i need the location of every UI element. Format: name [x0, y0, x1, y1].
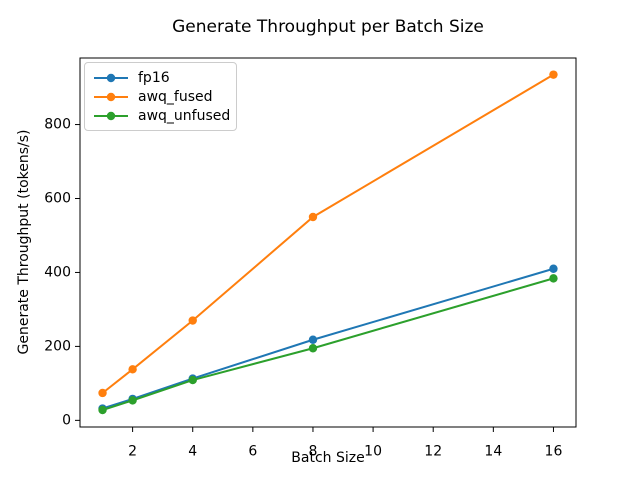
x-tick-label: 14 — [484, 444, 502, 460]
axes-spines — [79, 57, 577, 428]
data-point-awq_unfused — [308, 344, 318, 353]
legend-label: fp16 — [138, 69, 170, 86]
series-line-awq_unfused — [101, 277, 555, 411]
data-point-awq_fused — [128, 365, 137, 374]
x-tick-label: 10 — [364, 444, 382, 460]
y-tick-label: 400 — [44, 264, 71, 280]
y-tick-label: 800 — [44, 117, 71, 133]
legend-label: awq_fused — [138, 88, 213, 105]
y-tick-label: 200 — [44, 338, 71, 354]
data-point-awq_fused — [188, 316, 197, 325]
x-tick-label: 8 — [309, 444, 318, 460]
x-tick-label: 4 — [188, 444, 197, 460]
chart-title: Generate Throughput per Batch Size — [172, 17, 484, 37]
legend-item-fp16: fp16 — [94, 68, 226, 87]
x-tick-label: 16 — [545, 444, 563, 460]
data-point-awq_fused — [549, 70, 558, 79]
data-point-awq_unfused — [188, 375, 197, 385]
legend-line-marker-icon — [94, 73, 128, 82]
data-point-fp16 — [308, 335, 318, 344]
data-point-awq_fused — [98, 388, 107, 398]
y-tick-label: 600 — [44, 191, 71, 207]
x-tick-label: 2 — [128, 444, 137, 460]
y-tick-label: 0 — [62, 412, 71, 428]
data-point-awq_fused — [308, 212, 318, 222]
legend-label: awq_unfused — [138, 107, 231, 124]
data-point-awq_unfused — [128, 396, 137, 405]
x-tick-label: 12 — [424, 444, 442, 460]
x-axis-label: Batch Size — [291, 450, 365, 466]
data-point-fp16 — [549, 264, 558, 273]
legend-line-marker-icon — [94, 92, 128, 101]
x-tick-label: 6 — [248, 444, 257, 460]
legend-item-awq_unfused: awq_unfused — [94, 106, 230, 125]
data-point-awq_unfused — [549, 274, 558, 283]
data-point-awq_unfused — [98, 405, 107, 415]
legend: fp16 awq_fused awq_unfused — [84, 62, 237, 131]
legend-line-marker-icon — [94, 111, 128, 120]
legend-item-awq_fused: awq_fused — [94, 87, 226, 106]
